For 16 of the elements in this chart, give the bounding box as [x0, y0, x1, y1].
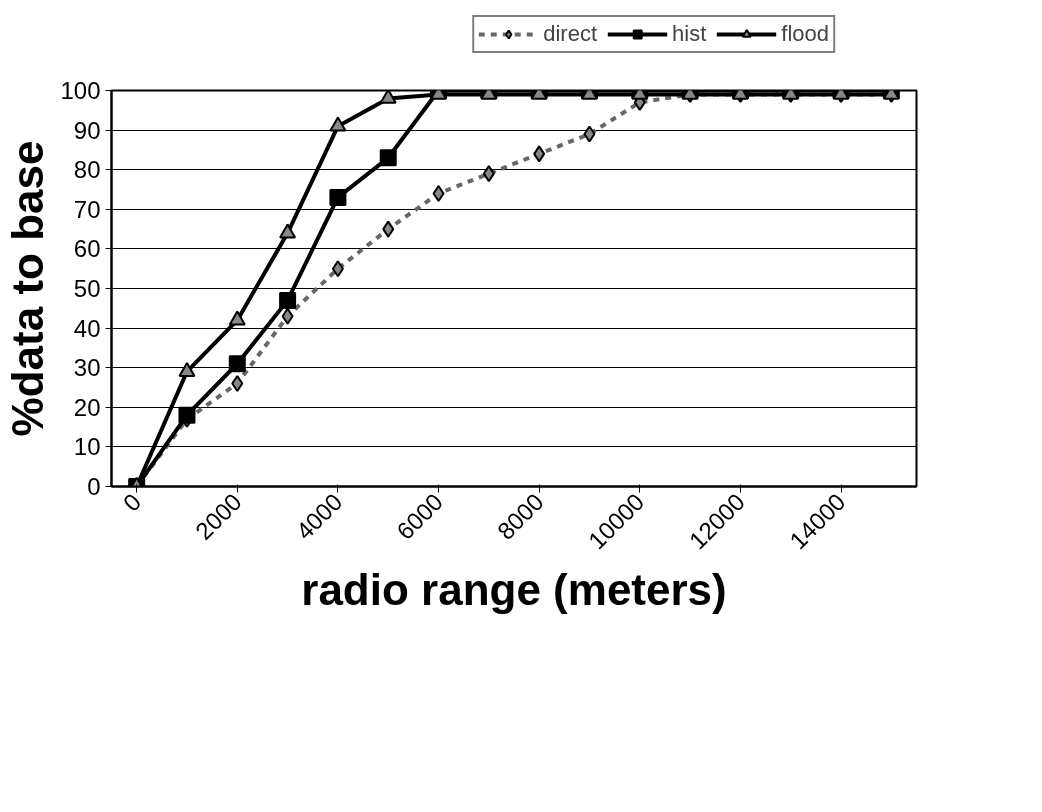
legend-label: hist	[672, 21, 707, 47]
y-axis-title: %data to base	[3, 140, 53, 437]
y-tick-label: 20	[73, 393, 101, 421]
legend-label: flood	[781, 21, 829, 47]
y-tick-label: 30	[73, 354, 101, 382]
y-tick-label: 80	[73, 156, 101, 184]
x-tick-label: 0	[117, 487, 147, 517]
y-tick-label: 100	[60, 77, 101, 104]
y-tick-label: 10	[73, 433, 101, 461]
x-axis-title: radio range (meters)	[301, 564, 727, 614]
y-tick-label: 90	[73, 116, 101, 144]
y-tick-label: 40	[73, 314, 101, 342]
y-tick-label: 60	[73, 235, 101, 263]
legend-label: direct	[543, 21, 598, 47]
y-tick-label: 50	[73, 275, 101, 302]
y-tick-label: 70	[73, 195, 101, 223]
